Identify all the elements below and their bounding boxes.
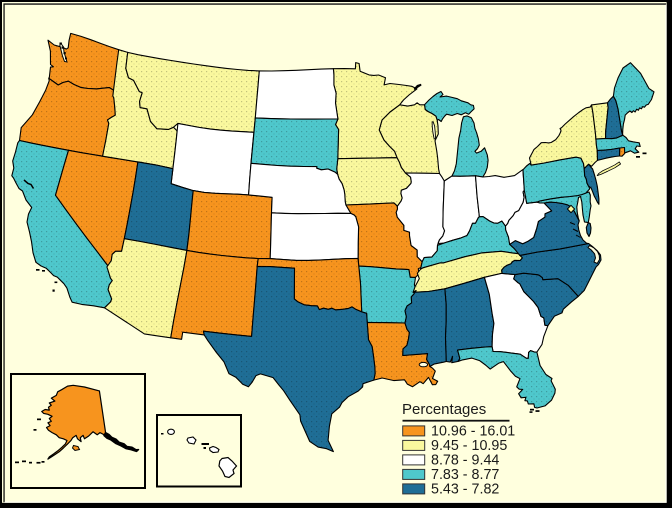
svg-text:9.45 - 10.95: 9.45 - 10.95 (431, 438, 507, 454)
svg-text:10.96 - 16.01: 10.96 - 16.01 (431, 423, 515, 439)
svg-text:5.43 - 7.82: 5.43 - 7.82 (431, 481, 499, 497)
svg-text:7.83 - 8.77: 7.83 - 8.77 (431, 467, 499, 483)
svg-text:8.78 - 9.44: 8.78 - 9.44 (431, 452, 499, 468)
svg-text:Percentages: Percentages (402, 401, 486, 418)
